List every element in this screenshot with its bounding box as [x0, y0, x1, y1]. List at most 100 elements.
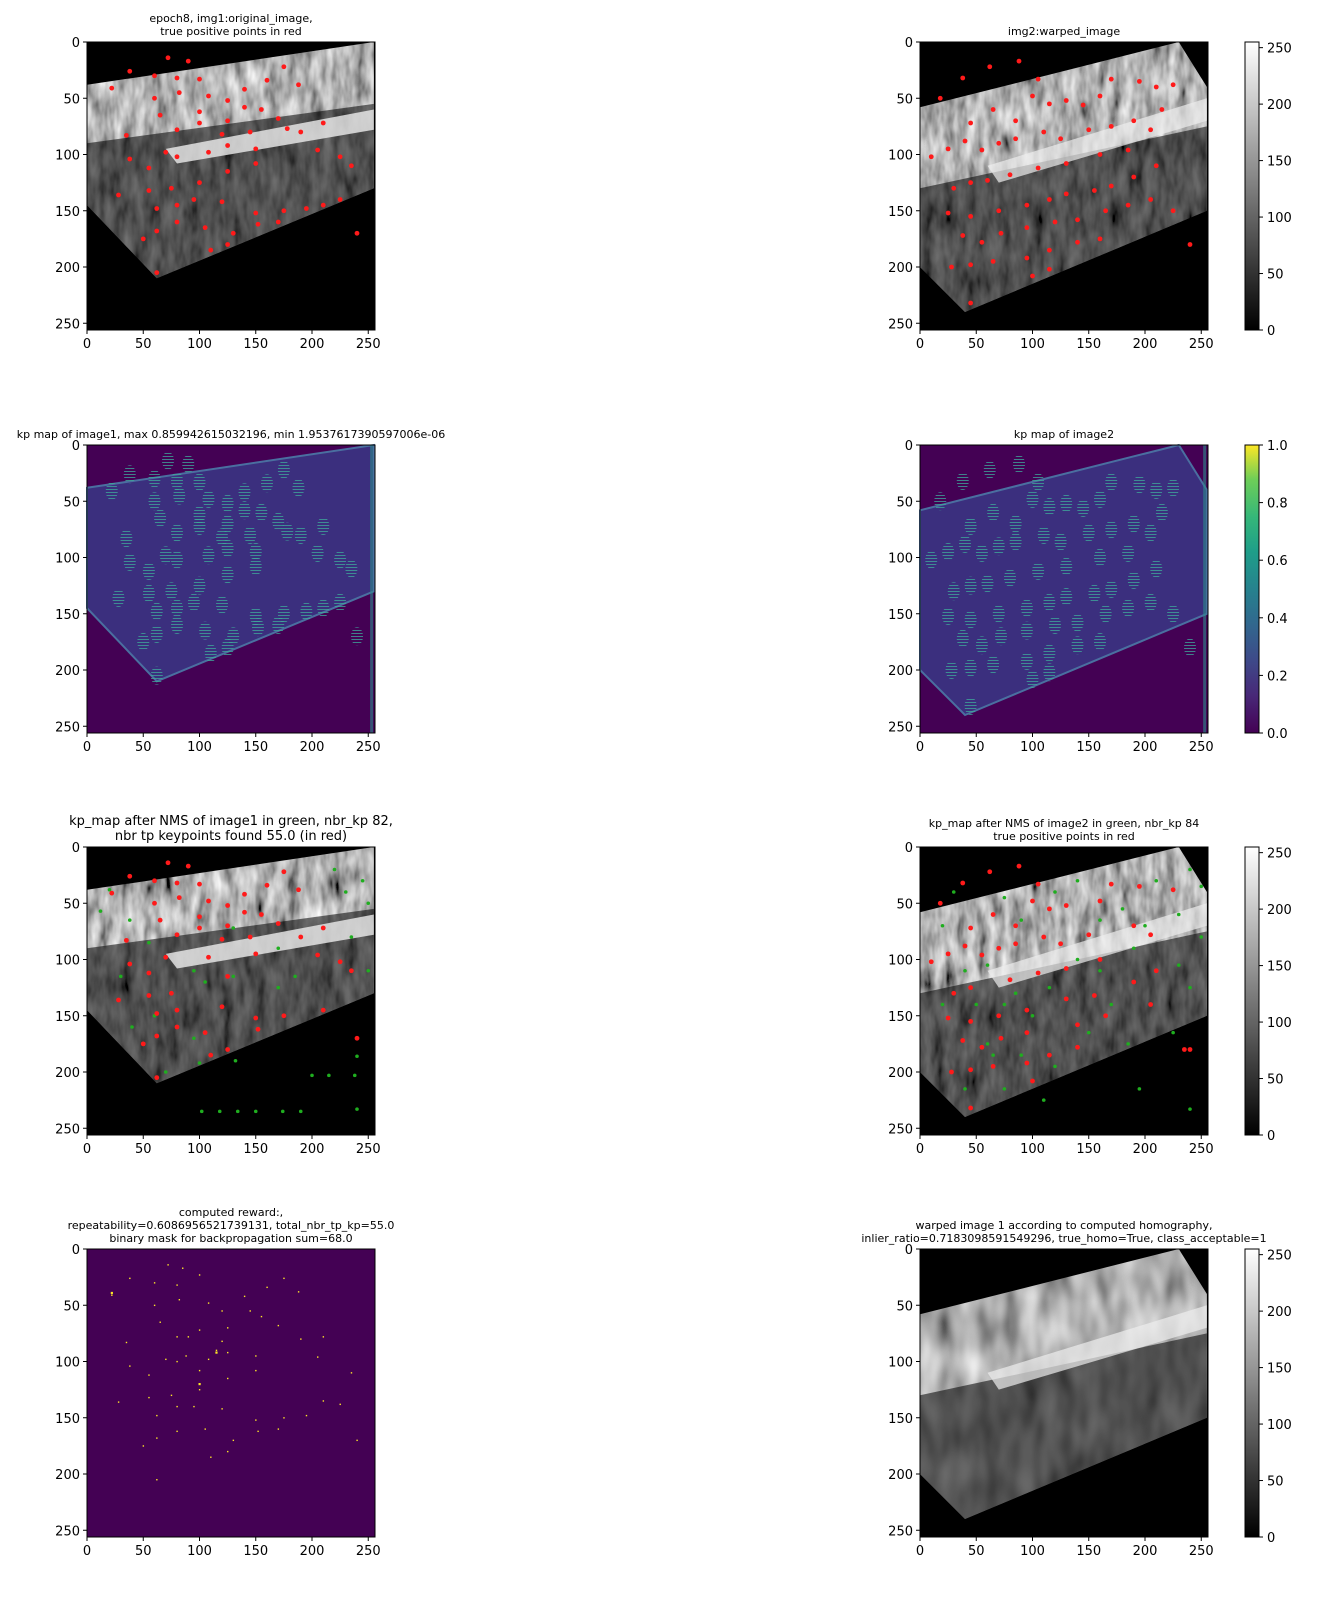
red-keypoint — [127, 68, 133, 74]
mask-point — [277, 1324, 280, 1327]
red-keypoint — [174, 127, 180, 133]
green-keypoint — [985, 1042, 990, 1046]
red-keypoint — [1013, 923, 1019, 929]
green-keypoint — [276, 946, 281, 951]
red-keypoint — [1125, 202, 1131, 208]
x-tick-label: 200 — [300, 1544, 325, 1559]
y-tick-label: 200 — [55, 1468, 80, 1483]
red-keypoint — [197, 120, 202, 126]
green-keypoint — [127, 918, 132, 922]
red-keypoint — [1187, 242, 1193, 247]
red-keypoint — [979, 952, 985, 958]
x-tick-label: 200 — [300, 1142, 325, 1157]
x-tick-label: 150 — [1076, 1142, 1101, 1157]
kp-blob — [252, 618, 264, 637]
red-keypoint — [1052, 219, 1058, 225]
y-tick-label: 100 — [55, 1356, 80, 1371]
image-background — [87, 1249, 375, 1537]
mask-point — [142, 1445, 145, 1447]
red-keypoint — [163, 149, 169, 155]
red-keypoint — [968, 985, 974, 991]
red-keypoint — [1030, 273, 1035, 279]
kp-blob — [995, 627, 1007, 646]
kp-blob — [925, 550, 938, 569]
kp-blob — [1043, 593, 1056, 612]
green-keypoint — [991, 1053, 995, 1057]
x-tick-label: 50 — [968, 1544, 985, 1559]
y-tick-label: 150 — [55, 205, 80, 220]
red-keypoint — [937, 95, 943, 101]
red-keypoint — [1153, 163, 1159, 169]
red-keypoint — [1131, 923, 1137, 929]
red-keypoint — [197, 180, 202, 186]
red-keypoint — [1058, 941, 1064, 947]
kp-blob — [1026, 490, 1039, 508]
mask-point — [193, 1405, 195, 1408]
green-keypoint — [1176, 912, 1181, 917]
kp-blob — [1060, 587, 1073, 606]
y-tick-label: 150 — [55, 608, 80, 623]
kp-blob — [292, 478, 305, 497]
red-keypoint — [157, 917, 163, 923]
kp-blob — [956, 629, 969, 648]
y-tick-label: 100 — [55, 552, 80, 567]
y-tick-label: 250 — [55, 1524, 80, 1539]
red-keypoint — [1030, 93, 1035, 99]
red-keypoint — [253, 210, 259, 216]
kp-blob — [244, 526, 257, 544]
red-keypoint — [960, 880, 966, 886]
red-keypoint — [1024, 1007, 1030, 1013]
kp-blob — [112, 589, 125, 607]
red-keypoint — [165, 55, 171, 61]
x-tick-label: 0 — [916, 1544, 924, 1559]
mask-point — [153, 1282, 156, 1284]
mask-point — [227, 1351, 229, 1354]
kp-blob — [142, 562, 155, 580]
colorbar-tick-label: 100 — [1267, 211, 1292, 226]
chart-title: img2:warped_image — [1008, 25, 1120, 38]
red-keypoint — [1024, 225, 1030, 231]
mask-point — [176, 1405, 178, 1408]
x-tick-label: 200 — [300, 740, 325, 755]
red-keypoint — [281, 869, 287, 875]
mask-point — [317, 1356, 319, 1358]
red-keypoint — [1131, 118, 1137, 124]
red-keypoint — [354, 230, 360, 236]
y-tick-label: 0 — [905, 36, 913, 51]
x-tick-label: 250 — [356, 740, 381, 755]
green-keypoint — [1002, 895, 1007, 900]
red-keypoint — [1091, 188, 1097, 193]
x-tick-label: 250 — [356, 1544, 381, 1559]
x-tick-label: 50 — [968, 337, 985, 352]
x-tick-label: 250 — [1189, 1544, 1214, 1559]
mask-point — [204, 1428, 206, 1430]
red-keypoint — [1108, 183, 1114, 189]
colorbar-tick-label: 0.4 — [1267, 612, 1288, 627]
kp-blob — [1133, 475, 1146, 494]
red-keypoint — [951, 185, 957, 191]
mask-point — [170, 1394, 173, 1397]
red-keypoint — [123, 937, 129, 943]
mask-point — [243, 1295, 246, 1298]
mask-point — [215, 1351, 218, 1354]
axes-frame — [86, 846, 376, 1136]
red-keypoint — [1046, 101, 1052, 107]
red-keypoint — [208, 1052, 214, 1058]
mask-point — [283, 1277, 285, 1280]
x-tick-label: 150 — [243, 1142, 268, 1157]
kp-blob — [1127, 571, 1140, 589]
green-keypoint — [1137, 1087, 1142, 1091]
red-keypoint — [174, 880, 180, 886]
kp-blob — [1060, 494, 1073, 513]
red-keypoint — [1148, 127, 1154, 133]
x-tick-label: 150 — [1076, 1544, 1101, 1559]
mask-point — [198, 1369, 201, 1372]
red-keypoint — [945, 146, 951, 152]
mask-point — [167, 1264, 169, 1266]
red-keypoint — [264, 882, 270, 888]
mask-point — [221, 1340, 223, 1343]
x-tick-label: 0 — [916, 1142, 924, 1157]
y-tick-label: 150 — [888, 205, 913, 220]
mask-point — [257, 1430, 259, 1433]
